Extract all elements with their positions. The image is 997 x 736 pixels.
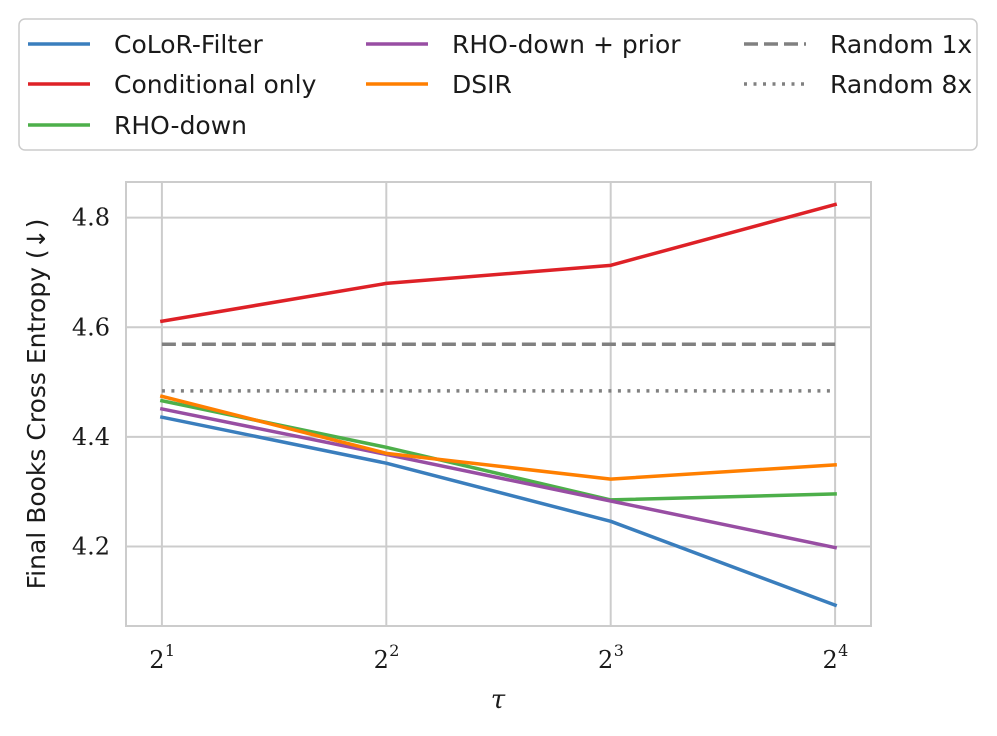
x-axis-label: τ — [491, 685, 506, 715]
legend-item-rho-down: RHO-down — [28, 111, 247, 140]
legend-item-conditional-only: Conditional only — [28, 70, 317, 99]
legend-label: DSIR — [452, 70, 512, 99]
y-tick-label: 4.2 — [72, 533, 110, 561]
legend-item-random-1x: Random 1x — [744, 30, 972, 59]
legend-item-random-8x: Random 8x — [744, 70, 972, 99]
x-tick-exponent: 4 — [838, 641, 848, 660]
plot-area — [125, 181, 872, 627]
legend-item-color-filter: CoLoR-Filter — [28, 30, 264, 59]
legend-frame — [18, 18, 978, 151]
legend-label: Conditional only — [114, 70, 317, 99]
x-tick-exponent: 3 — [614, 641, 624, 660]
x-tick-exponent: 2 — [389, 641, 399, 660]
y-tick-label: 4.4 — [72, 423, 110, 451]
legend: CoLoR-Filter Conditional only RHO-down RHO-… — [18, 18, 978, 151]
x-tick-exponent: 1 — [165, 641, 175, 660]
x-tick-base: 2 — [149, 646, 164, 674]
plot-frame — [125, 181, 872, 627]
legend-item-rho-down-prior: RHO-down + prior — [366, 30, 681, 59]
y-axis-label: Final Books Cross Entropy (↓) — [22, 219, 51, 590]
series-line-conditional-only — [159, 202, 838, 324]
legend-label: CoLoR-Filter — [114, 30, 264, 59]
series-line-rho-down-prior — [159, 406, 838, 550]
grid — [126, 182, 871, 626]
y-tick-label: 4.8 — [72, 204, 110, 232]
series-lines — [159, 202, 838, 608]
plot-background — [126, 182, 871, 626]
legend-label: Random 1x — [830, 30, 972, 59]
legend-label: Random 8x — [830, 70, 972, 99]
legend-label: RHO-down — [114, 111, 247, 140]
series-line-color-filter — [159, 415, 838, 608]
y-tick-labels: 4.2 4.4 4.6 4.8 — [72, 204, 110, 561]
x-tick-base: 2 — [374, 646, 389, 674]
legend-item-dsir: DSIR — [366, 70, 512, 99]
x-tick-base: 2 — [822, 646, 837, 674]
series-line-dsir — [159, 394, 837, 481]
legend-label: RHO-down + prior — [452, 30, 681, 59]
x-tick-base: 2 — [598, 646, 613, 674]
y-tick-label: 4.6 — [72, 313, 110, 341]
